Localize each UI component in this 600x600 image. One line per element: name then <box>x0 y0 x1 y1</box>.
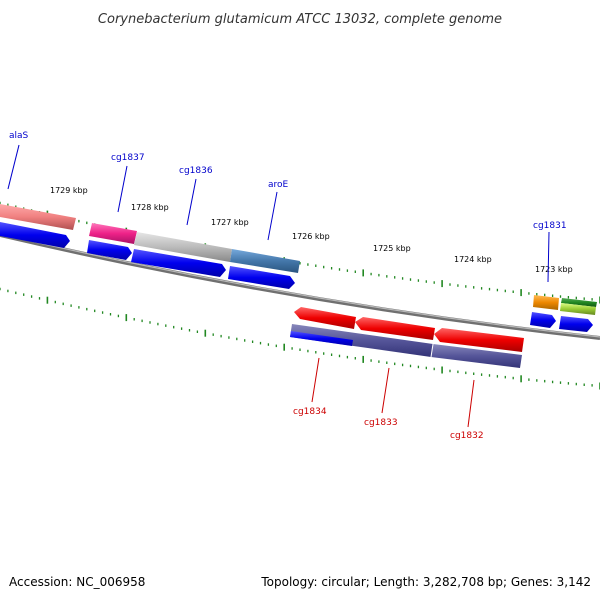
genome-summary: Topology: circular; Length: 3,282,708 bp… <box>260 575 591 589</box>
gene-label-alaS[interactable]: alaS <box>9 131 29 141</box>
callouts-plus <box>7 144 550 283</box>
gene-feature-green[interactable] <box>561 298 597 307</box>
gene-feature-alaS[interactable] <box>0 204 76 230</box>
callout-line-cg1834 <box>311 357 320 403</box>
cds-arrow[interactable] <box>0 222 70 248</box>
cds-bar-highlight[interactable] <box>290 331 353 346</box>
cds-row-plus <box>0 222 593 332</box>
gene-feature-cg1834[interactable] <box>294 307 356 329</box>
cds-row-minus <box>290 324 522 368</box>
inner-tick-row <box>0 287 600 390</box>
gene-feature-cg1836[interactable] <box>134 232 232 262</box>
cds-bar[interactable] <box>431 344 522 368</box>
scale-label: 1729 kbp <box>50 186 88 195</box>
gene-label-cg1831[interactable]: cg1831 <box>533 221 567 231</box>
cds-bar[interactable] <box>290 324 433 357</box>
cds-arrow[interactable] <box>228 266 295 289</box>
scale-label: 1726 kbp <box>292 232 330 241</box>
gene-feature-cg1833[interactable] <box>355 317 435 340</box>
genome-backbone-highlight <box>0 233 600 338</box>
feature-row-plus <box>0 204 597 315</box>
cds-arrow[interactable] <box>530 312 556 328</box>
gene-feature-cg1832[interactable] <box>434 328 524 352</box>
gene-label-cg1834[interactable]: cg1834 <box>293 407 327 417</box>
callout-line-cg1831 <box>547 231 550 283</box>
cds-divider <box>430 343 434 358</box>
feature-row-minus <box>294 307 524 352</box>
scale-label: 1727 kbp <box>211 218 249 227</box>
cds-arrow[interactable] <box>87 240 132 260</box>
cds-arrow[interactable] <box>131 249 226 277</box>
gene-label-aroE[interactable]: aroE <box>268 180 289 190</box>
gene-feature-cg1837[interactable] <box>89 223 137 244</box>
accession-label: Accession: NC_006958 <box>9 575 145 589</box>
scale-label: 1725 kbp <box>373 244 411 253</box>
gene-feature-lime[interactable] <box>560 303 596 315</box>
gene-label-cg1836[interactable]: cg1836 <box>179 166 213 176</box>
callout-line-cg1833 <box>381 367 390 414</box>
genome-backbone <box>0 233 600 340</box>
callout-line-alaS <box>7 144 20 190</box>
callout-line-cg1837 <box>117 165 128 213</box>
scale-label: 1723 kbp <box>535 265 573 274</box>
gene-feature-cg1831[interactable] <box>533 295 559 310</box>
cds-arrow[interactable] <box>559 316 593 332</box>
callouts-minus <box>311 357 475 428</box>
gene-label-cg1837[interactable]: cg1837 <box>111 153 145 163</box>
callout-line-cg1836 <box>186 178 197 226</box>
map-title: Corynebacterium glutamicum ATCC 13032, c… <box>98 12 502 27</box>
callout-line-cg1832 <box>467 379 475 428</box>
gene-label-cg1833[interactable]: cg1833 <box>364 418 398 428</box>
gene-label-cg1832[interactable]: cg1832 <box>450 431 484 441</box>
scale-label: 1724 kbp <box>454 255 492 264</box>
callout-line-aroE <box>267 191 278 241</box>
gene-feature-aroE[interactable] <box>230 249 300 273</box>
scale-label: 1728 kbp <box>131 203 169 212</box>
